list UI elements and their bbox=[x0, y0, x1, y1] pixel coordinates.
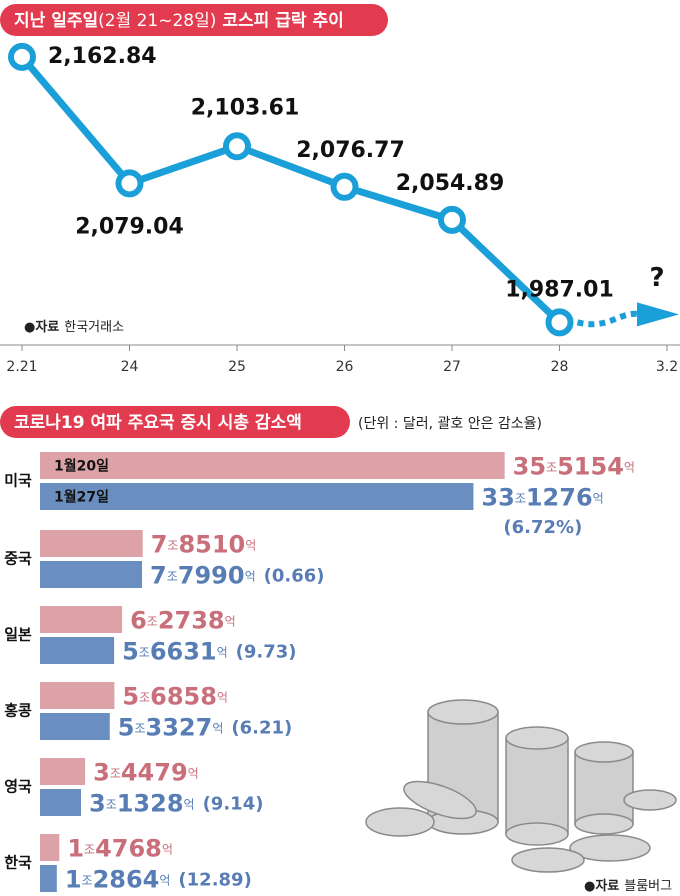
data-point bbox=[223, 132, 251, 161]
value-label: 2,103.61 bbox=[191, 95, 300, 120]
title-part: 지난 일주일 bbox=[14, 11, 98, 31]
value-label: 1조2864억 bbox=[65, 866, 171, 894]
coins-illustration bbox=[365, 699, 677, 873]
category-label: 영국 bbox=[4, 778, 32, 796]
change-label: (6.21) bbox=[231, 718, 292, 739]
source-bullet: ● bbox=[584, 879, 595, 894]
source-bullet: ● bbox=[24, 320, 35, 335]
value-label: 5조6858억 bbox=[122, 683, 228, 711]
value-label: 5조3327억 bbox=[118, 714, 224, 742]
chart-title: 지난 일주일(2월 21~28일) 코스피 급락 추이 bbox=[14, 11, 344, 31]
value-label: 1,987.01 bbox=[505, 277, 614, 302]
change-label: (9.14) bbox=[203, 794, 264, 815]
source-label: 자료 bbox=[595, 879, 619, 894]
title-part: 코스피 급락 추이 bbox=[222, 11, 343, 31]
change-label: (6.72%) bbox=[503, 517, 582, 538]
change-label: (0.66) bbox=[264, 566, 325, 587]
data-point bbox=[115, 169, 144, 198]
legend-entry: 1월27일 bbox=[54, 489, 109, 506]
value-label: 7조8510억 bbox=[151, 531, 257, 559]
data-point bbox=[545, 308, 574, 337]
title-pill bbox=[0, 4, 388, 36]
category-label: 미국 bbox=[4, 472, 32, 490]
forecast-line bbox=[576, 310, 642, 328]
value-label: 33조1276억 bbox=[481, 484, 603, 512]
bar bbox=[40, 483, 474, 510]
value-label: 5조6631억 bbox=[122, 638, 228, 666]
bar bbox=[40, 834, 60, 861]
category-label: 홍콩 bbox=[4, 702, 32, 720]
legend-entry: 1월20일 bbox=[54, 458, 109, 475]
price-line bbox=[19, 54, 562, 325]
x-tick-label: 28 bbox=[551, 359, 569, 375]
value-label: 3조1328억 bbox=[89, 790, 195, 818]
chart-title: 코로나19 여파 주요국 증시 시총 감소액 bbox=[14, 413, 302, 433]
x-tick-label: 2.21 bbox=[6, 359, 37, 375]
category-label: 중국 bbox=[4, 550, 32, 568]
bar bbox=[40, 865, 57, 892]
bar bbox=[40, 637, 115, 664]
data-point bbox=[8, 42, 36, 71]
x-tick-label: 25 bbox=[228, 359, 246, 375]
value-label: 2,079.04 bbox=[75, 214, 184, 239]
source: ●자료 블룸버그 bbox=[584, 879, 672, 894]
bar bbox=[40, 713, 110, 740]
x-tick-label: 26 bbox=[336, 359, 354, 375]
value-label: 2,162.84 bbox=[48, 44, 157, 69]
data-point bbox=[330, 172, 359, 201]
forecast-arrow bbox=[637, 302, 679, 327]
bar bbox=[40, 758, 86, 785]
x-tick-label: 27 bbox=[443, 359, 461, 375]
bar bbox=[40, 530, 143, 557]
bar bbox=[40, 682, 115, 709]
data-point bbox=[438, 205, 466, 234]
source-text: 한국거래소 bbox=[64, 320, 124, 335]
value-label: 2,054.89 bbox=[396, 171, 505, 196]
change-label: (9.73) bbox=[236, 642, 297, 663]
source-text: 블룸버그 bbox=[624, 879, 672, 894]
value-label: 1조4768억 bbox=[67, 835, 173, 863]
x-tick-label: 24 bbox=[121, 359, 139, 375]
value-label: 7조7990억 bbox=[150, 562, 256, 590]
category-label: 한국 bbox=[4, 854, 32, 872]
chart-subtitle: (단위 : 달러, 괄호 안은 감소율) bbox=[358, 416, 542, 432]
x-tick-label: 3.2 bbox=[656, 359, 678, 375]
category-label: 일본 bbox=[4, 626, 32, 644]
value-label: 35조5154억 bbox=[513, 453, 635, 481]
source: ●자료 한국거래소 bbox=[24, 320, 124, 335]
title-pill bbox=[0, 406, 350, 438]
bar bbox=[40, 789, 81, 816]
bar bbox=[40, 606, 123, 633]
value-label: 2,076.77 bbox=[296, 138, 405, 163]
value-label: 6조2738억 bbox=[130, 607, 236, 635]
bar bbox=[40, 561, 143, 588]
title-part: (2월 21~28일) bbox=[98, 11, 216, 31]
source-label: 자료 bbox=[35, 320, 59, 335]
annotation: ? bbox=[649, 263, 664, 293]
value-label: 3조4479억 bbox=[93, 759, 199, 787]
bar bbox=[40, 452, 505, 479]
change-label: (12.89) bbox=[178, 870, 251, 891]
